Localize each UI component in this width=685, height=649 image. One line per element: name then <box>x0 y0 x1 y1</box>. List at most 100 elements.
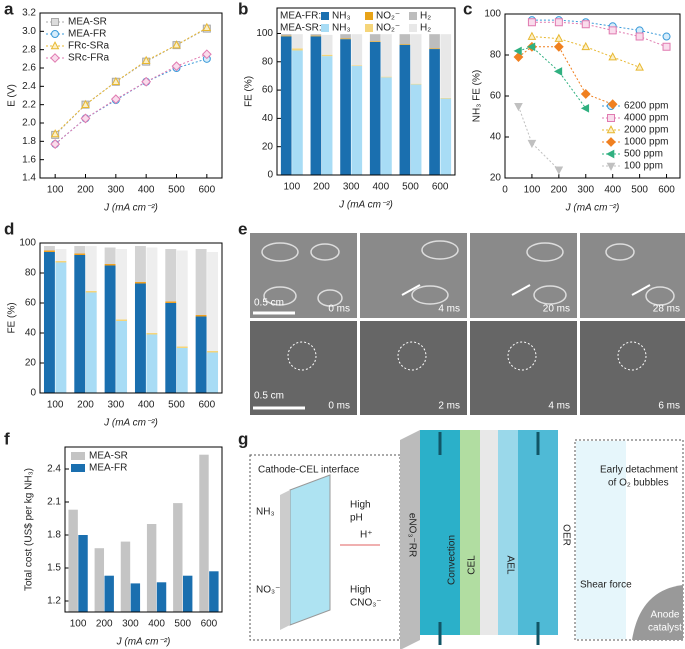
x-axis-title: J (mA cm⁻²) <box>338 200 393 211</box>
legend-marker <box>51 30 60 38</box>
flow-arrows <box>438 432 540 645</box>
label: High <box>350 585 371 596</box>
label: OER <box>560 524 571 546</box>
bar-segment <box>176 348 188 393</box>
x-tick-label: 200 <box>77 400 94 411</box>
x-axis-title: J (mA cm⁻²) <box>103 418 158 429</box>
y-axis-title: Total cost (US$ per kg NH₃) <box>24 468 35 591</box>
point <box>527 139 537 149</box>
panel-letter: e <box>238 219 247 238</box>
bar-segment <box>351 65 363 67</box>
bar-segment <box>85 246 97 291</box>
frame <box>580 321 685 415</box>
point <box>581 20 590 29</box>
anode-catalyst <box>632 585 683 640</box>
legend-label: NH₃ <box>332 11 351 22</box>
bar-segment <box>321 54 333 57</box>
time-label: 2 ms <box>438 401 460 412</box>
bar-segment <box>207 352 219 393</box>
point <box>141 55 151 64</box>
bar-segment <box>429 49 440 175</box>
point <box>80 113 91 124</box>
legend-label: FRc-SRa <box>68 41 110 52</box>
bar-segment <box>340 39 351 176</box>
bar-segment <box>321 56 333 175</box>
bar-segment <box>280 35 292 37</box>
bar-segment <box>429 34 440 49</box>
panel-letter: g <box>238 429 248 448</box>
x-tick-label: 300 <box>343 182 360 193</box>
bar-segment <box>116 249 128 320</box>
bar-segment <box>381 76 392 78</box>
series-line <box>531 36 640 68</box>
bar-segment <box>182 575 193 612</box>
bar-segment <box>381 77 392 175</box>
cel <box>460 430 480 635</box>
bar-segment <box>399 44 411 45</box>
bar-segment <box>55 262 67 393</box>
x-tick-label: 500 <box>168 185 185 196</box>
bar-segment <box>78 535 88 612</box>
point <box>580 103 590 113</box>
bar-segment <box>173 503 183 612</box>
x-tick-label: 300 <box>107 400 124 411</box>
time-label: 0 ms <box>328 401 350 412</box>
legend-swatch <box>321 24 329 32</box>
point <box>141 76 152 87</box>
label: Cathode-CEL interface <box>258 465 360 476</box>
x-tick-label: 100 <box>47 185 64 196</box>
anode <box>518 430 558 635</box>
bar-segment <box>146 333 158 335</box>
legend-marker <box>50 53 60 63</box>
bar-segment <box>280 36 292 175</box>
x-tick-label: 200 <box>313 182 330 193</box>
plot-frame <box>276 7 456 176</box>
y-tick-label: 2.4 <box>47 464 61 475</box>
bar-segment <box>156 582 167 612</box>
bar-segment <box>176 346 188 348</box>
bar-segment <box>55 261 67 263</box>
y-tick-label: 1.5 <box>47 563 61 574</box>
y-axis-title: FE (%) <box>7 302 18 333</box>
point <box>526 42 536 52</box>
legend-group-label: MEA-SR: <box>280 23 322 34</box>
bar-segment <box>85 292 97 393</box>
legend-label: NH₃ <box>332 23 351 34</box>
panel-letter: c <box>463 0 472 18</box>
bar-segment <box>74 246 86 254</box>
y-tick-label: 60 <box>25 298 37 309</box>
y-tick-label: 100 <box>256 28 273 39</box>
legend-swatch <box>365 12 373 20</box>
x-tick-label: 400 <box>372 182 389 193</box>
x-tick-label: 400 <box>148 619 165 630</box>
y-tick-label: 40 <box>490 132 502 143</box>
label: eNO₃⁻RR <box>406 513 417 557</box>
x-tick-label: 500 <box>168 400 185 411</box>
bar-segment <box>369 41 381 176</box>
point <box>580 89 591 99</box>
label: pH <box>350 513 363 524</box>
bar-segment <box>310 36 322 175</box>
bar-segment <box>146 524 157 612</box>
point <box>554 33 564 42</box>
bar-segment <box>68 509 78 612</box>
x-tick-label: 200 <box>77 185 94 196</box>
y-tick-label: 3.0 <box>22 26 36 37</box>
legend-label: H₂ <box>420 23 431 34</box>
legend-marker <box>607 114 615 122</box>
bar-segment <box>55 249 67 261</box>
bubbles <box>261 240 675 307</box>
time-label: 0 ms <box>328 304 350 315</box>
label: NH₃ <box>256 507 275 518</box>
x-axis-title: J (mA cm⁻²) <box>565 203 620 214</box>
x-tick-label: 600 <box>198 185 215 196</box>
legend-swatch <box>71 452 85 460</box>
label: AEL <box>504 556 515 575</box>
y-tick-label: 20 <box>262 141 274 152</box>
point <box>554 166 564 175</box>
point <box>662 32 671 41</box>
bar-segment <box>130 583 141 612</box>
legend-label: MEA-SR <box>68 17 107 28</box>
bar-segment <box>340 34 351 39</box>
